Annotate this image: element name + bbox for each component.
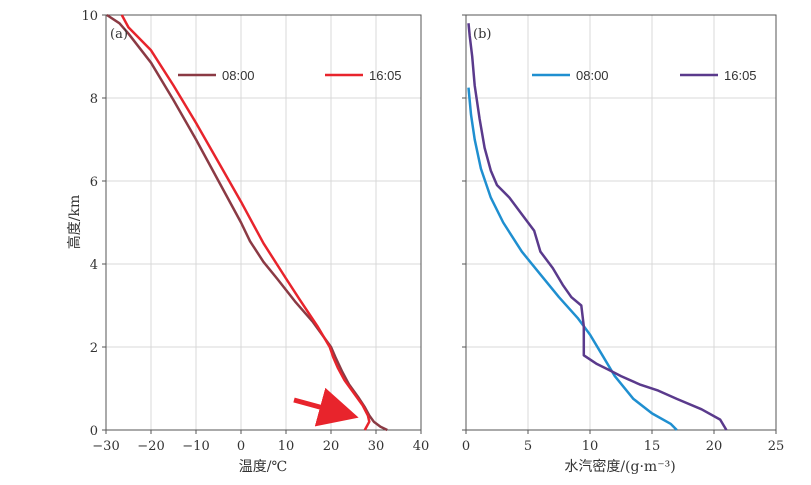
panel-a-series bbox=[106, 13, 388, 432]
panel-a-frame bbox=[105, 14, 422, 431]
panel-a-x-tick-label: −20 bbox=[137, 439, 164, 454]
panel-b-frame bbox=[465, 14, 777, 431]
panel-a-grid bbox=[106, 15, 421, 430]
panel-a-label: (a) bbox=[110, 27, 128, 42]
panel-b-x-tick-label: 15 bbox=[644, 439, 661, 454]
panel-a-x-tick-label: 30 bbox=[368, 439, 385, 454]
panel-a-x-tick-label: 10 bbox=[278, 439, 295, 454]
panel-a-x-tick-label: 20 bbox=[323, 439, 340, 454]
panel-b-label: (b) bbox=[473, 27, 491, 42]
panel-a-ticks: −30 −20 −10 0 10 20 30 40 0 2 4 6 8 10 bbox=[81, 9, 429, 454]
panel-b-ticks: 0 5 10 15 20 25 bbox=[462, 14, 785, 454]
panel-a-series-1-line bbox=[120, 14, 371, 431]
panel-b-x-tick-label: 0 bbox=[462, 439, 470, 454]
inversion-arrow bbox=[293, 387, 359, 427]
panel-a-temperature-chart: −30 −20 −10 0 10 20 30 40 0 2 4 6 8 10 (a) 温度/℃ 高度/km… bbox=[66, 9, 429, 475]
panel-b-x-axis-title: 水汽密度/(g·m⁻³) bbox=[564, 458, 675, 475]
panel-b-legend: 08:00 16:05 bbox=[532, 68, 757, 83]
panel-b-x-tick-label: 10 bbox=[582, 439, 599, 454]
panel-a-y-axis-title: 高度/km bbox=[66, 195, 83, 249]
panel-b-x-tick-label: 25 bbox=[768, 439, 785, 454]
panel-a-y-tick-label: 10 bbox=[81, 9, 98, 24]
panel-b-series-0-line bbox=[467, 87, 678, 431]
panel-a-x-tick-label: −30 bbox=[92, 439, 119, 454]
panel-a-x-axis-title: 温度/℃ bbox=[239, 459, 287, 475]
panel-a-y-tick-label: 2 bbox=[90, 341, 98, 356]
panel-a-y-tick-label: 6 bbox=[90, 175, 98, 190]
panel-a-y-tick-label: 4 bbox=[90, 258, 98, 273]
panel-a-legend-label-1: 16:05 bbox=[369, 68, 402, 83]
panel-b-series-1-line bbox=[467, 23, 728, 431]
panel-b-water-vapor-chart: 0 5 10 15 20 25 (b) 水汽密度/(g·m⁻³) 08:00 16:05 bbox=[462, 14, 785, 475]
panel-a-x-tick-label: 40 bbox=[413, 439, 430, 454]
panel-a-legend: 08:00 16:05 bbox=[178, 68, 402, 83]
panel-b-x-tick-label: 20 bbox=[706, 439, 723, 454]
panel-a-y-tick-label: 0 bbox=[90, 424, 98, 439]
panel-b-x-tick-label: 5 bbox=[524, 439, 532, 454]
panel-a-legend-label-0: 08:00 bbox=[222, 68, 255, 83]
panel-a-x-tick-label: −10 bbox=[182, 439, 209, 454]
panel-a-y-tick-label: 8 bbox=[90, 92, 98, 107]
panel-a-x-tick-label: 0 bbox=[237, 439, 245, 454]
panel-b-legend-label-1: 16:05 bbox=[724, 68, 757, 83]
panel-b-series bbox=[467, 23, 728, 431]
panel-b-legend-label-0: 08:00 bbox=[576, 68, 609, 83]
